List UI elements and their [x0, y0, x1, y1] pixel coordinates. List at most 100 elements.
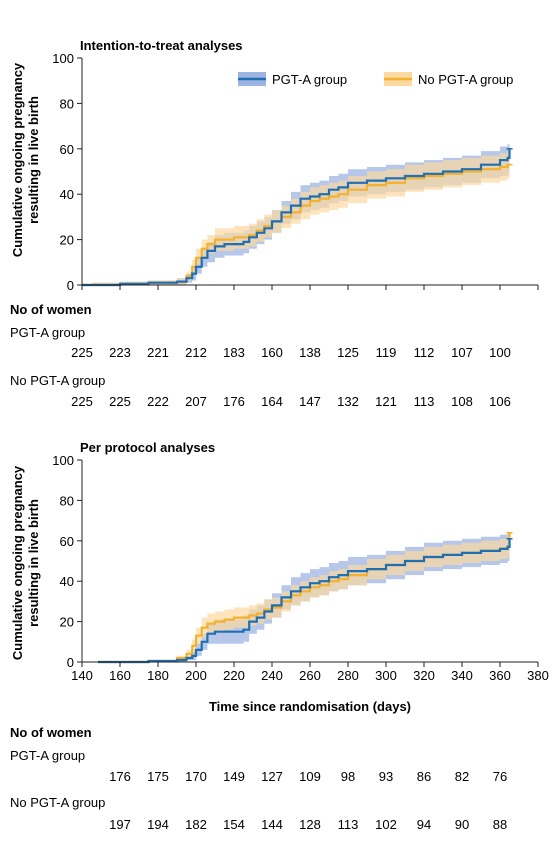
risk-count: 194: [147, 817, 169, 832]
itt-y-label-line1: Cumulative ongoing pregnancy: [10, 62, 25, 257]
pp-plot-area: 0 20 40 60 80 100 140 160 180 200 220 240 260 280 300 3…: [52, 453, 549, 683]
x-tick-label: 320: [413, 668, 435, 683]
itt-y-axis-label: Cumulative ongoing pregnancy resulting i…: [10, 62, 41, 257]
x-tick-label: 200: [185, 668, 207, 683]
risk-count: 164: [261, 394, 283, 409]
risk-count: 144: [261, 817, 283, 832]
x-tick-label: 160: [109, 668, 131, 683]
pp-risk-row-pgta: 176 175 170 149 127 109 98 93 86 82 76: [109, 769, 507, 784]
y-tick-label: 0: [67, 278, 74, 293]
itt-panel: Intention-to-treat analyses 0 20 40 60 80 100…: [10, 38, 539, 409]
risk-count: 221: [147, 345, 169, 360]
y-tick-label: 40: [60, 187, 74, 202]
y-tick-label: 60: [60, 534, 74, 549]
itt-risk-header: No of women: [10, 302, 92, 317]
risk-count: 94: [417, 817, 431, 832]
risk-count: 197: [109, 817, 131, 832]
risk-count: 98: [341, 769, 355, 784]
nopgta-confidence-band: [98, 524, 510, 662]
pp-risk-row-nopgta: 197 194 182 154 144 128 113 102 94 90 88: [109, 817, 507, 832]
pgta-survival-line: [98, 538, 511, 664]
pgta-survival-line: [82, 148, 511, 287]
risk-count: 76: [493, 769, 507, 784]
pp-panel: Per protocol analyses 0 20 40 60 80 100 140 160…: [10, 440, 549, 832]
y-tick-label: 80: [60, 493, 74, 508]
pp-y-label-line1: Cumulative ongoing pregnancy: [10, 465, 25, 660]
x-tick-label: 180: [147, 668, 169, 683]
risk-count: 147: [299, 394, 321, 409]
x-tick-label: 240: [261, 668, 283, 683]
risk-count: 82: [455, 769, 469, 784]
risk-count: 212: [185, 345, 207, 360]
risk-count: 225: [71, 394, 93, 409]
risk-count: 93: [379, 769, 393, 784]
itt-risk-row-label-pgta: PGT-A group: [10, 325, 85, 340]
risk-count: 90: [455, 817, 469, 832]
risk-count: 160: [261, 345, 283, 360]
y-tick-label: 60: [60, 142, 74, 157]
risk-count: 107: [451, 345, 473, 360]
pp-risk-row-label-nopgta: No PGT-A group: [10, 795, 105, 810]
pp-risk-header: No of women: [10, 725, 92, 740]
x-tick-label: 340: [451, 668, 473, 683]
pp-risk-row-label-pgta: PGT-A group: [10, 748, 85, 763]
risk-count: 176: [109, 769, 131, 784]
risk-count: 182: [185, 817, 207, 832]
itt-y-label-line2: resulting in live birth: [26, 96, 41, 224]
pp-y-axis-label: Cumulative ongoing pregnancy resulting i…: [10, 465, 41, 660]
y-tick-label: 40: [60, 574, 74, 589]
itt-title: Intention-to-treat analyses: [80, 38, 243, 53]
risk-count: 86: [417, 769, 431, 784]
risk-count: 176: [223, 394, 245, 409]
x-tick-label: 260: [299, 668, 321, 683]
risk-count: 138: [299, 345, 321, 360]
pp-risk-table: No of women PGT-A group 176 175 170 149 127 1…: [10, 725, 507, 832]
risk-count: 113: [338, 817, 359, 832]
itt-risk-row-nopgta: 225 225 222 207 176 164 147 132 121 113 108 106: [71, 394, 511, 409]
y-tick-label: 100: [52, 51, 74, 66]
risk-count: 113: [414, 394, 435, 409]
risk-count: 222: [147, 394, 169, 409]
y-tick-label: 20: [60, 615, 74, 630]
risk-count: 128: [299, 817, 321, 832]
risk-count: 121: [375, 394, 397, 409]
risk-count: 132: [337, 394, 359, 409]
risk-count: 170: [185, 769, 207, 784]
risk-count: 119: [376, 345, 397, 360]
x-tick-label: 380: [527, 668, 549, 683]
y-tick-label: 0: [67, 655, 74, 670]
itt-plot-area: 0 20 40 60 80 100: [52, 51, 539, 293]
legend-nopgta-label: No PGT-A group: [418, 72, 513, 87]
risk-count: 88: [493, 817, 507, 832]
risk-count: 112: [414, 345, 435, 360]
x-tick-label: 140: [71, 668, 93, 683]
risk-count: 125: [337, 345, 359, 360]
x-tick-label: 360: [489, 668, 511, 683]
pp-x-axis-label: Time since randomisation (days): [209, 699, 411, 714]
risk-count: 154: [223, 817, 245, 832]
risk-count: 100: [489, 345, 511, 360]
risk-count: 183: [223, 345, 245, 360]
risk-count: 106: [489, 394, 511, 409]
y-tick-label: 80: [60, 96, 74, 111]
itt-risk-row-label-nopgta: No PGT-A group: [10, 373, 105, 388]
itt-legend: PGT-A group No PGT-A group: [238, 72, 513, 87]
pp-y-label-line2: resulting in live birth: [26, 499, 41, 627]
y-tick-label: 20: [60, 233, 74, 248]
risk-count: 223: [109, 345, 131, 360]
risk-count: 149: [223, 769, 245, 784]
risk-count: 225: [109, 394, 131, 409]
risk-count: 225: [71, 345, 93, 360]
itt-risk-row-pgta: 225 223 221 212 183 160 138 125 119 112 107 100: [71, 345, 511, 360]
risk-count: 108: [451, 394, 473, 409]
y-tick-label: 100: [52, 453, 74, 468]
x-tick-label: 220: [223, 668, 245, 683]
nopgta-confidence-band: [82, 151, 510, 285]
risk-count: 109: [299, 769, 321, 784]
risk-count: 175: [147, 769, 169, 784]
risk-count: 127: [261, 769, 283, 784]
x-tick-label: 300: [375, 668, 397, 683]
risk-count: 102: [375, 817, 397, 832]
risk-count: 207: [185, 394, 207, 409]
